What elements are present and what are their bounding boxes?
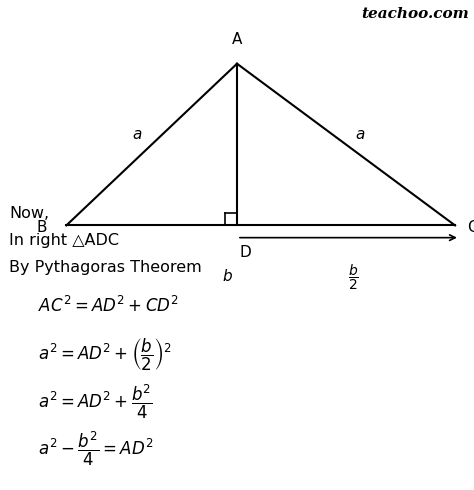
Text: D: D [239, 245, 251, 260]
Text: Now,: Now, [9, 206, 50, 220]
Text: In right △ADC: In right △ADC [9, 233, 119, 247]
Text: A: A [232, 31, 242, 47]
Text: $a^2 = AD^2 + \left(\dfrac{b}{2}\right)^2$: $a^2 = AD^2 + \left(\dfrac{b}{2}\right)^… [38, 337, 172, 373]
Text: $\dfrac{b}{2}$: $\dfrac{b}{2}$ [348, 262, 358, 292]
Text: a: a [356, 127, 365, 142]
Text: $a^2 = AD^2 + \dfrac{b^2}{4}$: $a^2 = AD^2 + \dfrac{b^2}{4}$ [38, 383, 153, 421]
Text: $a^2 - \dfrac{b^2}{4} = AD^2$: $a^2 - \dfrac{b^2}{4} = AD^2$ [38, 429, 153, 467]
Text: teachoo.com: teachoo.com [362, 7, 469, 22]
Text: $AC^2 = AD^2 + CD^2$: $AC^2 = AD^2 + CD^2$ [38, 296, 179, 317]
Text: C: C [467, 220, 474, 235]
Text: b: b [223, 270, 232, 284]
Text: a: a [133, 127, 142, 142]
Text: B: B [37, 220, 47, 235]
Text: By Pythagoras Theorem: By Pythagoras Theorem [9, 260, 202, 274]
